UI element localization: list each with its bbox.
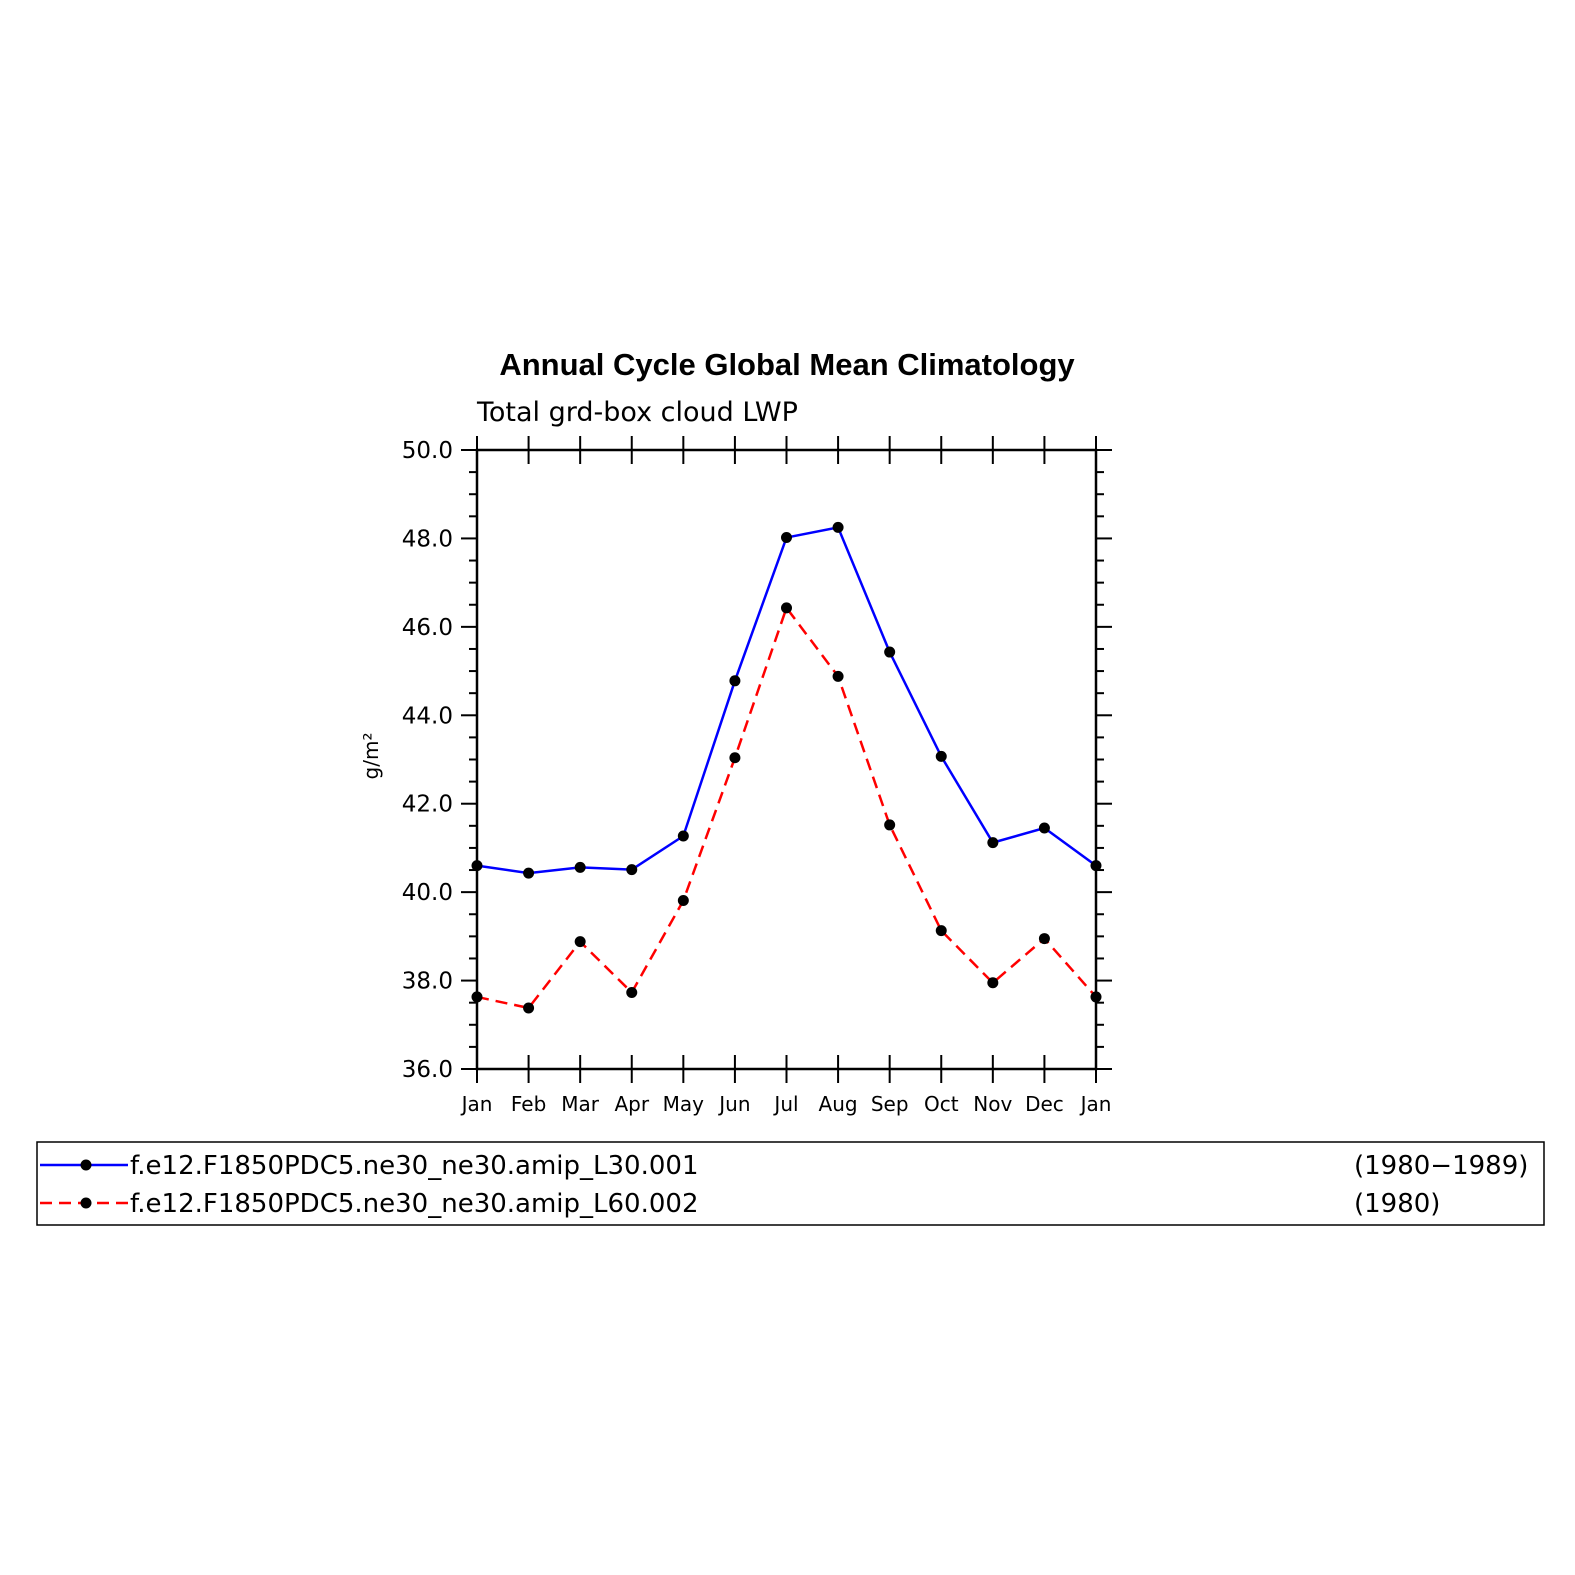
data-point	[523, 1002, 535, 1014]
data-point	[832, 521, 844, 533]
data-point	[1038, 933, 1050, 945]
data-point	[1038, 822, 1050, 834]
legend-marker	[80, 1159, 92, 1171]
data-point	[781, 532, 792, 544]
legend-marker	[80, 1197, 92, 1209]
x-tick-label: Sep	[871, 1092, 909, 1116]
x-tick-label: Dec	[1025, 1092, 1064, 1116]
data-point	[987, 837, 999, 849]
y-tick-label: 50.0	[402, 438, 453, 464]
series-line-1	[476, 525, 1097, 875]
data-point	[471, 860, 483, 872]
data-point	[574, 861, 586, 873]
data-point	[574, 936, 586, 948]
data-point	[935, 750, 947, 762]
x-tick-label: May	[663, 1092, 705, 1116]
legend-label: f.e12.F1850PDC5.ne30_ne30.amip_L60.002	[130, 1189, 698, 1219]
data-point	[935, 925, 947, 937]
legend-box	[36, 1141, 1545, 1226]
y-tick-label: 48.0	[402, 526, 453, 552]
x-tick-label: Feb	[511, 1092, 546, 1116]
data-point	[884, 646, 896, 658]
data-point	[523, 867, 535, 879]
axes	[461, 436, 1112, 1083]
data-point	[471, 991, 483, 1003]
y-tick-label: 38.0	[402, 969, 453, 995]
y-tick-label: 46.0	[402, 615, 453, 641]
y-tick-label: 40.0	[402, 880, 453, 906]
tick-labels: 36.0 38.0 40.0 42.0 44.0 46.0 48.0 50.0 Jan Feb Ma…	[402, 438, 1112, 1116]
data-point	[1090, 991, 1102, 1003]
data-point	[729, 752, 741, 764]
data-point	[1090, 860, 1102, 872]
x-tick-label: Nov	[973, 1092, 1012, 1116]
y-tick-label: 42.0	[402, 792, 453, 818]
chart-title: Annual Cycle Global Mean Climatology	[499, 347, 1075, 382]
data-point	[781, 602, 792, 614]
x-tick-label: Jul	[772, 1092, 798, 1116]
data-point	[832, 670, 844, 682]
data-point	[677, 830, 689, 842]
data-point	[626, 864, 638, 876]
legend: f.e12.F1850PDC5.ne30_ne30.amip_L30.001 (1…	[36, 1141, 1545, 1226]
x-tick-label: Jan	[1079, 1092, 1112, 1116]
x-tick-label: Aug	[819, 1092, 858, 1116]
series-line-2	[476, 605, 1097, 1010]
data-point	[677, 895, 689, 907]
x-tick-label: Jan	[460, 1092, 493, 1116]
legend-label: f.e12.F1850PDC5.ne30_ne30.amip_L30.001	[130, 1151, 698, 1181]
x-tick-label: Jun	[717, 1092, 750, 1116]
series	[471, 521, 1102, 1014]
x-tick-label: Apr	[614, 1092, 649, 1116]
data-point	[626, 987, 638, 999]
data-point	[729, 675, 741, 687]
legend-period: (1980)	[1354, 1189, 1440, 1219]
x-tick-label: Mar	[561, 1092, 600, 1116]
data-point	[987, 977, 999, 989]
data-point	[884, 819, 896, 831]
chart-subtitle: Total grd-box cloud LWP	[476, 397, 798, 428]
y-axis-label: g/m²	[359, 733, 383, 780]
legend-period: (1980−1989)	[1354, 1151, 1528, 1181]
x-tick-label: Oct	[924, 1092, 959, 1116]
y-tick-label: 36.0	[402, 1057, 453, 1083]
y-tick-label: 44.0	[402, 703, 453, 729]
